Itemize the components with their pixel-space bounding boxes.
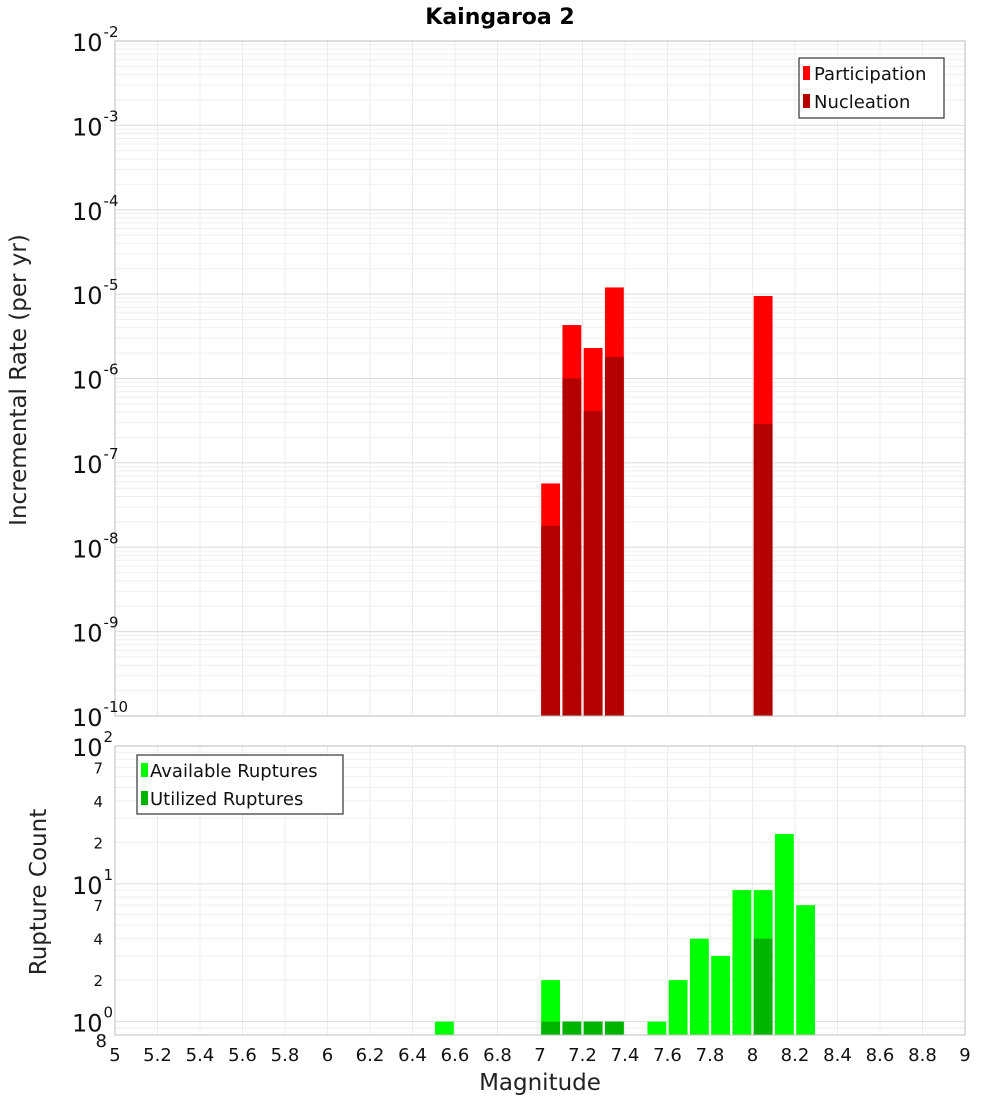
legend-swatch-nucleation — [803, 94, 810, 108]
bottom-bar-available-ruptures — [796, 905, 816, 1035]
x-tick-label: 6.2 — [356, 1045, 385, 1066]
top-bars — [541, 287, 773, 716]
top-legend-box — [798, 57, 945, 119]
legend-swatch-utilized-ruptures — [141, 791, 148, 805]
bottom-bar-utilized-ruptures — [562, 1021, 582, 1035]
bottom-bar-available-ruptures — [668, 980, 688, 1035]
bottom-bar-available-ruptures — [541, 980, 561, 1035]
top-y-tick-label: 10-5 — [72, 276, 119, 310]
x-axis-ticks: 5 5.2 5.4 5.6 5.8 6 6.2 6.4 6.6 6.8 7 7.2 7.4 7.6 7.8 8… — [109, 1045, 970, 1066]
top-y-tick-label: 10-9 — [72, 614, 119, 648]
bottom-bar-utilized-ruptures — [541, 1021, 561, 1035]
bottom-y-tick-label: 101 — [72, 866, 113, 900]
bottom-bar-available-ruptures — [647, 1021, 667, 1035]
legend-label-utilized-ruptures: Utilized Ruptures — [150, 789, 303, 810]
bottom-bar-available-ruptures — [434, 1021, 454, 1035]
x-tick-label: 5.8 — [271, 1045, 300, 1066]
bottom-y-minor-tick-label: 4 — [93, 793, 103, 811]
bottom-y-axis-label: Rupture Count — [26, 809, 52, 975]
x-tick-label: 5 — [109, 1045, 120, 1066]
top-y-tick-label: 10-3 — [72, 107, 119, 141]
legend-label-nucleation: Nucleation — [814, 92, 910, 113]
x-tick-label: 5.2 — [143, 1045, 172, 1066]
legend-label-participation: Participation — [814, 64, 926, 85]
top-y-tick-label: 10-2 — [72, 23, 119, 57]
bottom-bar-utilized-ruptures — [583, 1021, 603, 1035]
bottom-y-minor-tick-label: 8 — [96, 1031, 107, 1052]
legend-label-available-ruptures: Available Ruptures — [150, 761, 318, 782]
bottom-y-ticks: 100 101 102 8 2 4 7 2 4 7 — [72, 728, 113, 1052]
x-tick-label: 9 — [959, 1045, 970, 1066]
top-y-tick-label: 10-7 — [72, 445, 119, 479]
x-tick-label: 7 — [534, 1045, 545, 1066]
x-tick-label: 5.4 — [186, 1045, 215, 1066]
bottom-y-minor-tick-label: 2 — [93, 972, 103, 990]
x-tick-label: 7.2 — [568, 1045, 597, 1066]
x-tick-label: 8.6 — [866, 1045, 895, 1066]
x-tick-label: 7.6 — [653, 1045, 682, 1066]
x-tick-label: 8.8 — [908, 1045, 937, 1066]
bottom-plot-frame — [114, 745, 966, 1036]
bottom-bar-utilized-ruptures — [753, 938, 773, 1035]
top-legend: Participation Nucleation — [798, 57, 945, 119]
bottom-bar-available-ruptures — [711, 955, 731, 1035]
bottom-legend: Available Ruptures Utilized Ruptures — [136, 754, 344, 815]
bottom-bar-available-ruptures — [732, 890, 752, 1035]
top-plot-frame — [114, 40, 966, 717]
bottom-bars — [434, 833, 816, 1035]
top-bar-nucleation — [604, 356, 624, 716]
x-tick-label: 8.4 — [823, 1045, 852, 1066]
x-axis-label: Magnitude — [479, 1070, 601, 1096]
bottom-y-tick-label: 100 — [72, 1004, 113, 1038]
bottom-y-tick-label: 102 — [72, 728, 113, 762]
bottom-legend-box — [136, 754, 344, 815]
top-y-tick-label: 10-6 — [72, 361, 119, 395]
top-bar-nucleation — [541, 525, 561, 716]
x-tick-label: 6.4 — [398, 1045, 427, 1066]
legend-swatch-available-ruptures — [141, 763, 148, 777]
x-tick-label: 6.6 — [441, 1045, 470, 1066]
top-y-axis-label: Incremental Rate (per yr) — [6, 234, 32, 526]
bottom-bar-available-ruptures — [774, 833, 794, 1035]
top-y-tick-label: 10-8 — [72, 529, 119, 563]
top-y-tick-label: 10-10 — [72, 698, 128, 732]
x-tick-label: 8 — [747, 1045, 758, 1066]
x-tick-label: 7.8 — [696, 1045, 725, 1066]
top-grid — [114, 41, 966, 717]
bottom-y-minor-tick-label: 7 — [93, 759, 103, 777]
legend-swatch-participation — [803, 66, 810, 80]
top-bar-nucleation — [753, 423, 773, 716]
x-tick-label: 6 — [322, 1045, 333, 1066]
top-bar-nucleation — [583, 411, 603, 716]
x-tick-label: 5.6 — [228, 1045, 257, 1066]
x-tick-label: 6.8 — [483, 1045, 512, 1066]
x-tick-label: 7.4 — [611, 1045, 640, 1066]
bottom-bar-utilized-ruptures — [604, 1021, 624, 1035]
top-bar-nucleation — [562, 378, 582, 716]
bottom-bar-available-ruptures — [689, 938, 709, 1035]
bottom-y-minor-tick-label: 2 — [93, 834, 103, 852]
top-y-tick-label: 10-4 — [72, 192, 119, 226]
x-tick-label: 8.2 — [781, 1045, 810, 1066]
chart-title: Kaingaroa 2 — [425, 5, 574, 30]
top-y-ticks: 10-10 10-9 10-8 10-7 10-6 10-5 10-4 10-3 10-2 — [72, 23, 128, 732]
bottom-y-minor-tick-label: 7 — [93, 897, 103, 915]
bottom-y-minor-tick-label: 4 — [93, 931, 103, 949]
